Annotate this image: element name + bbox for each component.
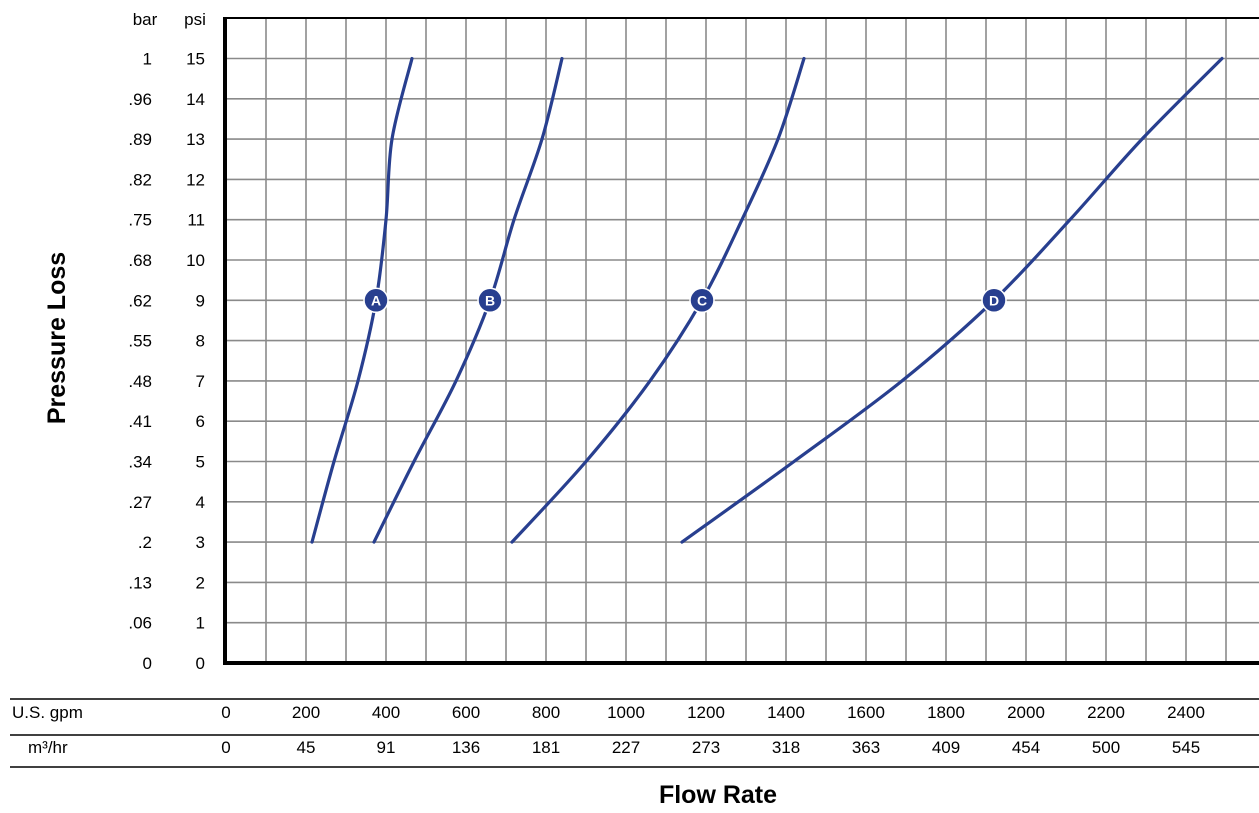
series-marker-label: D xyxy=(989,292,999,308)
psi-tick-label: 1 xyxy=(196,614,205,633)
bar-tick-label: 1 xyxy=(143,50,152,69)
m3-tick-label: 91 xyxy=(377,738,396,757)
gpm-tick-label: 1200 xyxy=(687,703,725,722)
series-marker-label: A xyxy=(371,292,381,308)
bar-tick-label: .13 xyxy=(128,573,152,592)
grid xyxy=(225,18,1259,663)
m3-tick-label: 0 xyxy=(221,738,230,757)
gpm-tick-label: 1400 xyxy=(767,703,805,722)
series-marker-d xyxy=(981,287,1007,314)
m3-tick-label: 227 xyxy=(612,738,640,757)
gpm-tick-label: 0 xyxy=(221,703,230,722)
psi-tick-label: 12 xyxy=(186,170,205,189)
bar-tick-label: .96 xyxy=(128,90,152,109)
labels: 01234567891011121314150.06.13.2.27.34.41… xyxy=(128,50,1205,758)
gpm-tick-label: 800 xyxy=(532,703,560,722)
gpm-tick-label: 600 xyxy=(452,703,480,722)
bar-tick-label: .34 xyxy=(128,453,152,472)
gpm-tick-label: 400 xyxy=(372,703,400,722)
gpm-tick-label: 200 xyxy=(292,703,320,722)
curves: A B C D xyxy=(310,56,1224,544)
m3-tick-label: 363 xyxy=(852,738,880,757)
m3-tick-label: 409 xyxy=(932,738,960,757)
psi-tick-label: 8 xyxy=(196,332,205,351)
m3-tick-label: 545 xyxy=(1172,738,1200,757)
gpm-tick-label: 2400 xyxy=(1167,703,1205,722)
psi-tick-label: 0 xyxy=(196,654,205,673)
m3-row-label: m³/hr xyxy=(28,738,68,757)
bar-tick-label: .55 xyxy=(128,332,152,351)
series-marker-a xyxy=(363,287,389,314)
gpm-row-label: U.S. gpm xyxy=(12,703,83,722)
psi-tick-label: 2 xyxy=(196,573,205,592)
psi-tick-label: 10 xyxy=(186,251,205,270)
bar-tick-label: .68 xyxy=(128,251,152,270)
psi-tick-label: 14 xyxy=(186,90,205,109)
m3-tick-label: 318 xyxy=(772,738,800,757)
axes xyxy=(10,17,1259,768)
bar-tick-label: .82 xyxy=(128,170,152,189)
psi-tick-label: 9 xyxy=(196,291,205,310)
bar-unit-label: bar xyxy=(133,10,158,29)
x-axis-title: Flow Rate xyxy=(659,781,777,809)
psi-tick-label: 15 xyxy=(186,50,205,69)
series-marker-label: B xyxy=(485,292,495,308)
m3-tick-label: 181 xyxy=(532,738,560,757)
m3-tick-label: 454 xyxy=(1012,738,1040,757)
psi-tick-label: 4 xyxy=(196,493,205,512)
psi-tick-label: 7 xyxy=(196,372,205,391)
series-marker-b xyxy=(477,287,503,314)
bar-tick-label: .62 xyxy=(128,291,152,310)
bar-tick-label: .27 xyxy=(128,493,152,512)
psi-tick-label: 5 xyxy=(196,453,205,472)
psi-tick-label: 3 xyxy=(196,533,205,552)
psi-tick-label: 13 xyxy=(186,130,205,149)
bar-tick-label: 0 xyxy=(143,654,152,673)
m3-tick-label: 500 xyxy=(1092,738,1120,757)
bar-tick-label: .48 xyxy=(128,372,152,391)
bar-tick-label: .2 xyxy=(138,533,152,552)
series-marker-c xyxy=(689,287,715,314)
psi-tick-label: 11 xyxy=(187,211,205,230)
bar-tick-label: .89 xyxy=(128,130,152,149)
m3-tick-label: 45 xyxy=(297,738,316,757)
y-axis-title: Pressure Loss xyxy=(43,252,71,424)
m3-tick-label: 273 xyxy=(692,738,720,757)
gpm-tick-label: 1600 xyxy=(847,703,885,722)
gpm-tick-label: 2200 xyxy=(1087,703,1125,722)
m3-tick-label: 136 xyxy=(452,738,480,757)
bar-tick-label: .06 xyxy=(128,614,152,633)
gpm-tick-label: 1000 xyxy=(607,703,645,722)
bar-tick-label: .75 xyxy=(128,211,152,230)
gpm-tick-label: 1800 xyxy=(927,703,965,722)
gpm-tick-label: 2000 xyxy=(1007,703,1045,722)
psi-unit-label: psi xyxy=(184,10,206,29)
psi-tick-label: 6 xyxy=(196,412,205,431)
series-marker-label: C xyxy=(697,292,707,308)
bar-tick-label: .41 xyxy=(128,412,152,431)
